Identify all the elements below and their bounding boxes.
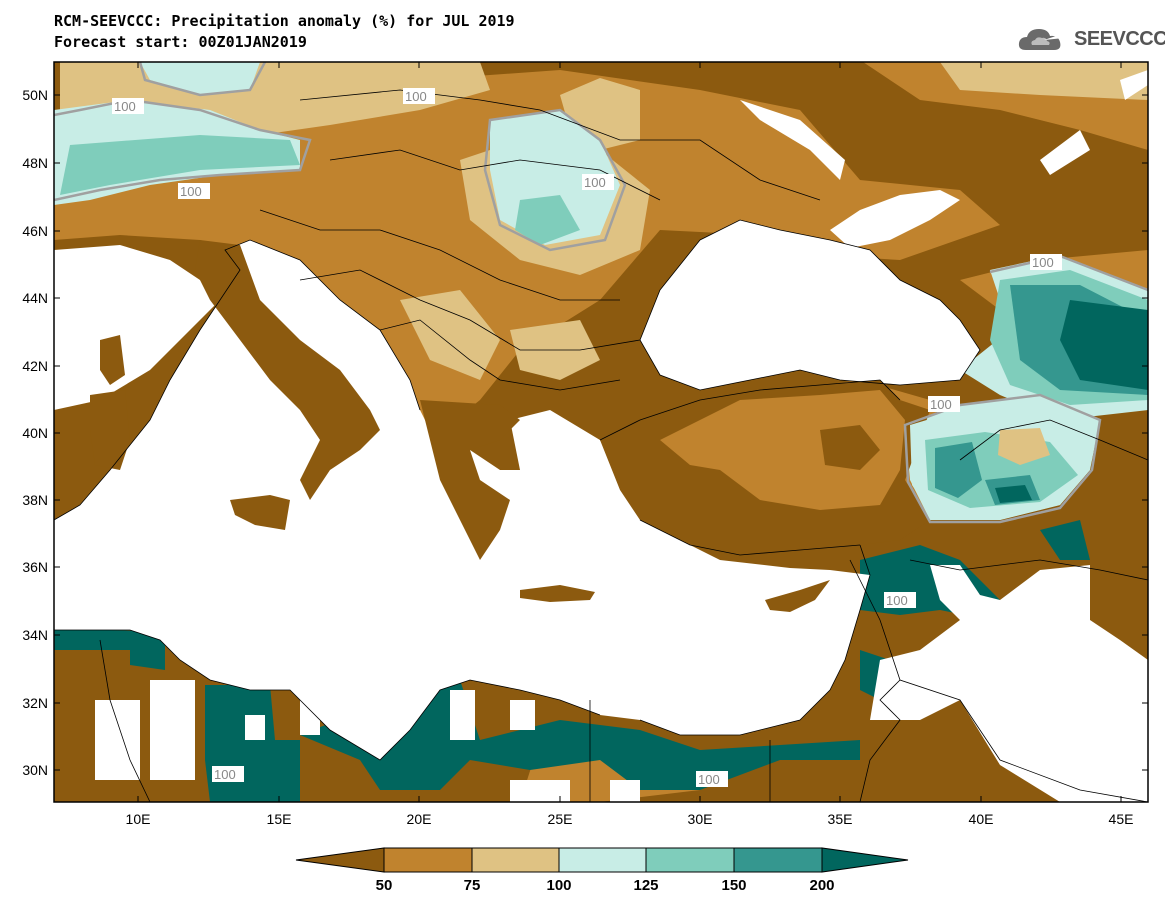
lat-tick-label: 42N xyxy=(22,358,48,374)
contour-label-box xyxy=(696,771,728,787)
contour-label-box xyxy=(403,88,435,104)
colorbar-labels: 50 75 100 125 150 200 xyxy=(376,877,835,894)
colorbar-label: 75 xyxy=(464,877,481,894)
lat-tick-label: 30N xyxy=(22,762,48,778)
lon-tick-label: 15E xyxy=(267,811,292,827)
contour-label: 100 xyxy=(1032,255,1054,270)
contour-label: 100 xyxy=(180,184,202,199)
contour-label: 100 xyxy=(114,99,136,114)
colorbar-segment xyxy=(645,847,735,873)
colorbar-segment xyxy=(383,847,473,873)
cloud-icon xyxy=(1018,29,1064,50)
contour-label: 100 xyxy=(584,175,606,190)
italy-boot-sea-west xyxy=(54,245,220,410)
greece-landmass xyxy=(420,400,520,560)
lat-tick-label: 40N xyxy=(22,425,48,441)
lat-tick-label: 38N xyxy=(22,492,48,508)
lon-tick-label: 35E xyxy=(828,811,853,827)
lat-tick-label: 36N xyxy=(22,559,48,575)
lon-tick-label: 45E xyxy=(1109,811,1134,827)
colorbar-segment xyxy=(295,847,385,873)
contour-label-box xyxy=(928,396,960,412)
colorbar xyxy=(295,847,909,873)
anatolia-50-75 xyxy=(660,390,905,510)
field-75-100-balkan xyxy=(400,290,500,380)
lat-tick-label: 32N xyxy=(22,695,48,711)
contour-label-box xyxy=(212,766,244,782)
colorbar-segment xyxy=(821,847,909,873)
seevccc-logo: SEEVCCC xyxy=(1016,24,1165,56)
east-turkey-dry-spot xyxy=(998,428,1050,465)
colorbar-label: 50 xyxy=(376,877,393,894)
east-turkey-wet-peak xyxy=(995,485,1032,503)
anatolia-75-100-spot xyxy=(820,425,880,470)
colorbar-label: 100 xyxy=(546,877,571,894)
contour-label: 100 xyxy=(405,89,427,104)
colorbar-segment xyxy=(558,847,647,873)
colorbar-label: 200 xyxy=(809,877,834,894)
page-title: RCM-SEEVCCC: Precipitation anomaly (%) f… xyxy=(54,12,515,30)
lon-tick-label: 20E xyxy=(407,811,432,827)
map-field xyxy=(54,62,1148,802)
corsica-landmass xyxy=(100,335,125,385)
field-gt-200-caucasus xyxy=(1060,300,1148,390)
crete-landmass xyxy=(520,585,595,602)
contour-label-box xyxy=(884,592,916,608)
contour-label: 100 xyxy=(886,593,908,608)
lon-tick-label: 10E xyxy=(126,811,151,827)
contour-label: 100 xyxy=(698,772,720,787)
lat-tick-label: 46N xyxy=(22,223,48,239)
lat-tick-label: 34N xyxy=(22,627,48,643)
azov-sea xyxy=(830,190,960,248)
lon-tick-label: 25E xyxy=(548,811,573,827)
cyprus-landmass xyxy=(765,580,830,612)
contour-label-box xyxy=(112,98,144,114)
map-frame xyxy=(53,61,1149,803)
sardinia-landmass xyxy=(90,390,130,470)
field-125-150-slovakia xyxy=(515,195,580,245)
black-sea xyxy=(640,220,980,390)
colorbar-segment xyxy=(733,847,823,873)
lat-tick-label: 44N xyxy=(22,290,48,306)
lat-axis: 50N 48N 46N 44N 42N 40N 38N 36N 34N 32N … xyxy=(22,87,1148,778)
contour-labels: 100 100 100 100 100 100 100 100 100 xyxy=(112,88,1062,787)
contour-label: 100 xyxy=(930,397,952,412)
contour-label-box xyxy=(1030,254,1062,270)
field-125-150-alps xyxy=(60,135,300,195)
logo-text: SEEVCCC xyxy=(1074,28,1165,50)
nodata-syria-iraq xyxy=(870,565,1148,802)
contour-label: 100 xyxy=(214,767,236,782)
colorbar-label: 125 xyxy=(633,877,658,894)
lon-axis: 10E 15E 20E 25E 30E 35E 40E 45E xyxy=(126,62,1134,827)
colorbar-label: 150 xyxy=(721,877,746,894)
lat-tick-label: 50N xyxy=(22,87,48,103)
lon-tick-label: 30E xyxy=(688,811,713,827)
contour-label-box xyxy=(178,183,210,199)
lon-tick-label: 40E xyxy=(969,811,994,827)
contour-label-box xyxy=(582,174,614,190)
colorbar-segment xyxy=(471,847,560,873)
field-75-100-ne xyxy=(940,62,1148,100)
page-subtitle: Forecast start: 00Z01JAN2019 xyxy=(54,33,307,51)
italy-landmass xyxy=(195,240,380,500)
field-100-125-poland xyxy=(140,62,260,95)
sicily-landmass xyxy=(230,495,290,530)
lat-tick-label: 48N xyxy=(22,155,48,171)
